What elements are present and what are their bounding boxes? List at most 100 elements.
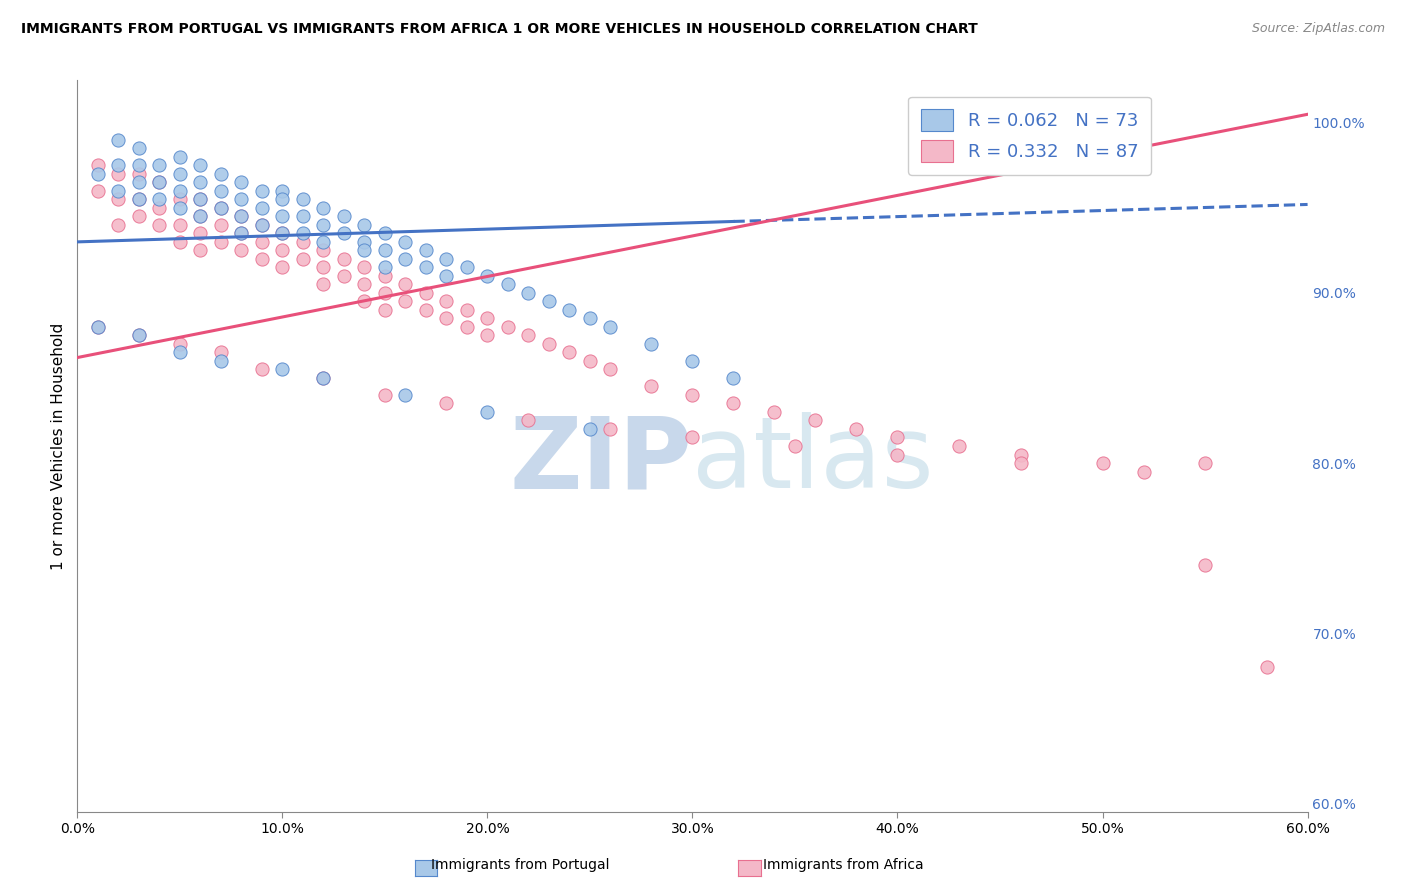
Point: [599, 422, 621, 436]
Text: Immigrants from Africa: Immigrants from Africa: [763, 858, 924, 872]
Point: [188, 192, 212, 206]
Point: [291, 210, 314, 224]
Text: Source: ZipAtlas.com: Source: ZipAtlas.com: [1251, 22, 1385, 36]
Point: [640, 337, 662, 351]
Point: [394, 277, 416, 292]
Point: [128, 210, 150, 224]
Point: [209, 345, 232, 359]
Point: [579, 422, 602, 436]
Point: [231, 175, 253, 189]
Point: [353, 244, 375, 258]
Point: [436, 268, 458, 283]
Point: [169, 337, 191, 351]
Point: [436, 252, 458, 266]
Point: [128, 192, 150, 206]
Point: [231, 244, 253, 258]
Point: [353, 235, 375, 249]
Point: [271, 227, 294, 241]
Point: [169, 167, 191, 181]
Point: [148, 218, 170, 232]
Point: [250, 218, 273, 232]
Point: [107, 133, 129, 147]
Text: Immigrants from Portugal: Immigrants from Portugal: [432, 858, 609, 872]
Point: [271, 192, 294, 206]
Point: [845, 422, 868, 436]
Point: [394, 388, 416, 402]
Point: [291, 227, 314, 241]
Point: [169, 184, 191, 198]
Point: [477, 311, 499, 326]
Point: [209, 218, 232, 232]
Point: [291, 252, 314, 266]
Point: [188, 210, 212, 224]
Point: [169, 235, 191, 249]
Point: [394, 235, 416, 249]
Point: [209, 201, 232, 215]
Point: [209, 354, 232, 368]
Point: [640, 379, 662, 393]
Point: [558, 302, 581, 317]
Point: [312, 260, 335, 275]
Point: [948, 439, 970, 453]
Point: [250, 184, 273, 198]
Text: IMMIGRANTS FROM PORTUGAL VS IMMIGRANTS FROM AFRICA 1 OR MORE VEHICLES IN HOUSEHO: IMMIGRANTS FROM PORTUGAL VS IMMIGRANTS F…: [21, 22, 977, 37]
Point: [353, 294, 375, 309]
Point: [107, 158, 129, 172]
Point: [477, 328, 499, 343]
Point: [209, 184, 232, 198]
Point: [169, 218, 191, 232]
Point: [169, 345, 191, 359]
Point: [250, 201, 273, 215]
Point: [374, 285, 396, 300]
Point: [579, 311, 602, 326]
Point: [1010, 456, 1032, 470]
Point: [169, 150, 191, 164]
Point: [188, 192, 212, 206]
Point: [209, 235, 232, 249]
Point: [128, 167, 150, 181]
Point: [188, 227, 212, 241]
Point: [682, 388, 704, 402]
Point: [477, 268, 499, 283]
Point: [1194, 456, 1216, 470]
Point: [496, 277, 519, 292]
Point: [1010, 448, 1032, 462]
Point: [312, 371, 335, 385]
Point: [599, 320, 621, 334]
Point: [763, 405, 786, 419]
Point: [537, 337, 560, 351]
Point: [188, 175, 212, 189]
Point: [128, 158, 150, 172]
Point: [415, 285, 437, 300]
Point: [231, 192, 253, 206]
Point: [723, 396, 745, 410]
Point: [333, 210, 356, 224]
Point: [231, 210, 253, 224]
Point: [312, 371, 335, 385]
Point: [128, 141, 150, 155]
Point: [436, 294, 458, 309]
Point: [374, 268, 396, 283]
Point: [291, 235, 314, 249]
Point: [1194, 558, 1216, 572]
Legend: R = 0.062   N = 73, R = 0.332   N = 87: R = 0.062 N = 73, R = 0.332 N = 87: [908, 96, 1152, 175]
Point: [374, 302, 396, 317]
Point: [188, 244, 212, 258]
Point: [312, 218, 335, 232]
Point: [87, 184, 110, 198]
Point: [537, 294, 560, 309]
Point: [456, 302, 478, 317]
Point: [87, 320, 110, 334]
Point: [209, 167, 232, 181]
Point: [353, 277, 375, 292]
Point: [353, 260, 375, 275]
Point: [374, 244, 396, 258]
Point: [87, 320, 110, 334]
Point: [415, 260, 437, 275]
Point: [250, 218, 273, 232]
Point: [374, 388, 396, 402]
Point: [312, 244, 335, 258]
Point: [333, 227, 356, 241]
Point: [128, 328, 150, 343]
Point: [394, 252, 416, 266]
